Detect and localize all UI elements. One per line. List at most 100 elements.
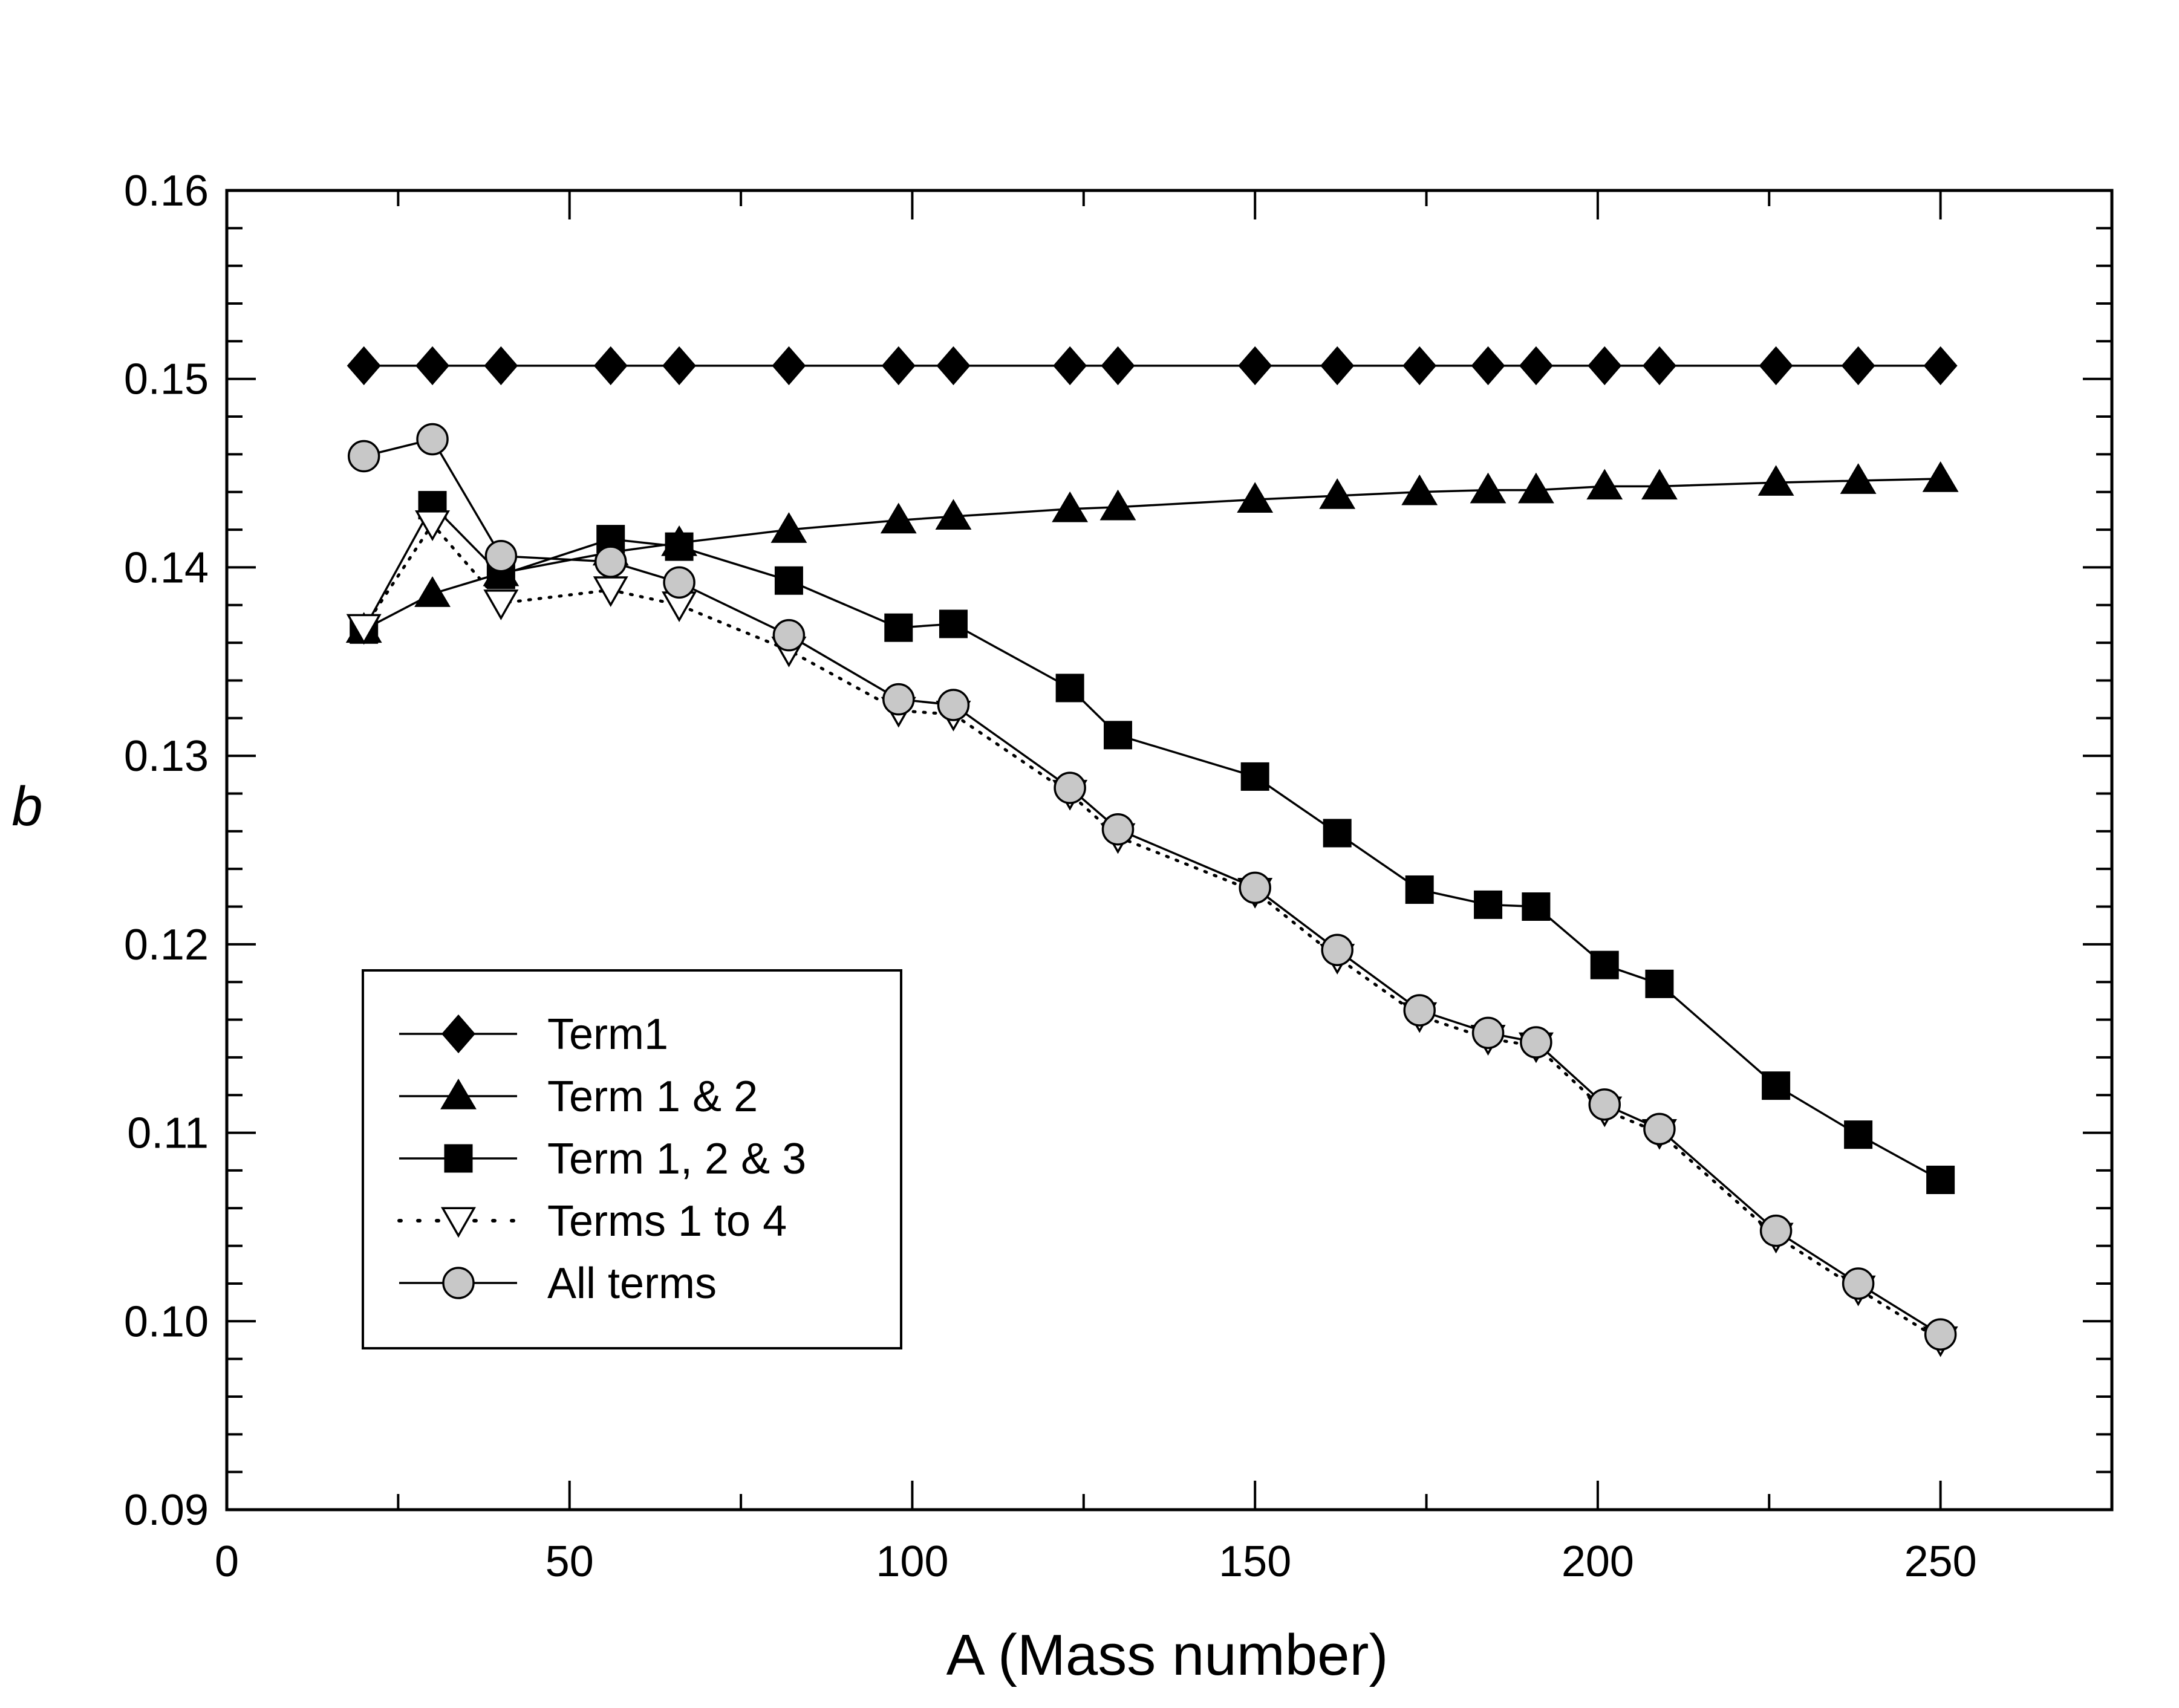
series-point-2 (1319, 478, 1356, 509)
series-point-1 (484, 346, 518, 386)
series-point-5 (882, 683, 915, 716)
series-point-5 (1054, 771, 1086, 804)
legend-label: All terms (547, 1259, 717, 1308)
series-point-1 (772, 346, 806, 386)
series-point-5 (347, 440, 380, 473)
series-point-5 (937, 689, 970, 721)
y-tick-label: 0.11 (127, 1109, 209, 1158)
series-point-2 (1470, 472, 1506, 504)
series-point-2 (935, 499, 972, 530)
y-tick-label: 0.12 (124, 921, 209, 969)
series-point-2 (414, 576, 451, 607)
x-tick-label: 100 (876, 1538, 948, 1586)
y-tick-label: 0.10 (124, 1297, 209, 1346)
x-tick-label: 250 (1904, 1538, 1977, 1586)
series-point-1 (662, 346, 697, 386)
plot-frame (225, 189, 2114, 1512)
series-point-1 (881, 346, 916, 386)
series-point-5 (772, 619, 806, 652)
series-point-2 (1052, 491, 1089, 522)
legend-marker (442, 1267, 475, 1299)
series-point-4 (483, 589, 519, 620)
series-point-3 (1405, 875, 1434, 904)
series-point-3 (1645, 969, 1674, 998)
series-point-1 (1471, 346, 1505, 386)
x-axis-title: A (Mass number) (946, 1623, 1389, 1687)
series-point-2 (1586, 469, 1623, 500)
series-point-1 (1759, 346, 1793, 386)
series-point-3 (1055, 674, 1084, 703)
x-tick-label: 150 (1219, 1538, 1291, 1586)
series-point-5 (1520, 1026, 1552, 1059)
y-tick-label: 0.16 (124, 167, 209, 215)
series-point-4 (346, 614, 382, 645)
series-point-1 (1923, 346, 1958, 386)
legend-label: Terms 1 to 4 (547, 1197, 787, 1245)
series-point-3 (774, 566, 803, 595)
series-point-3 (1590, 950, 1619, 979)
series-point-3 (1762, 1071, 1791, 1100)
series-point-5 (1588, 1088, 1621, 1121)
series-point-5 (1101, 813, 1135, 846)
series-point-3 (1103, 721, 1132, 750)
series-point-5 (1759, 1214, 1793, 1247)
series-point-1 (1841, 346, 1875, 386)
series-point-1 (347, 346, 381, 386)
series-point-3 (1926, 1166, 1955, 1194)
series-point-5 (1643, 1112, 1676, 1146)
series-point-2 (770, 512, 807, 543)
series-point-1 (415, 346, 450, 386)
series-point-1 (1053, 346, 1087, 386)
y-tick-label: 0.13 (124, 732, 209, 781)
series-point-1 (1402, 346, 1437, 386)
series-point-2 (880, 502, 917, 534)
series-point-1 (1588, 346, 1622, 386)
series-point-5 (1842, 1267, 1875, 1300)
series-point-2 (1237, 482, 1274, 513)
legend: Term1 Term 1 & 2 Term 1, 2 & 3 Terms 1 to 4… (362, 969, 902, 1349)
series-point-5 (416, 423, 449, 456)
series-point-5 (1924, 1318, 1957, 1351)
series-point-2 (1099, 489, 1136, 521)
series-point-5 (1471, 1016, 1505, 1050)
legend-marker (441, 1014, 475, 1054)
legend-label: Term1 (547, 1010, 668, 1059)
series-point-5 (1239, 871, 1271, 904)
series-point-1 (593, 346, 628, 386)
series-point-2 (1922, 461, 1959, 492)
x-tick-label: 50 (546, 1538, 594, 1586)
y-tick-label: 0.15 (124, 356, 209, 404)
series-point-5 (663, 566, 695, 599)
legend-marker (444, 1144, 473, 1173)
series-point-4 (415, 510, 451, 541)
series-point-3 (1522, 892, 1551, 921)
x-tick-label: 200 (1562, 1538, 1634, 1586)
legend-label: Term 1, 2 & 3 (547, 1135, 806, 1183)
series-point-5 (594, 545, 627, 578)
series-point-1 (936, 346, 971, 386)
plot-area: 0 50 100 150 200 250 0.09 0.10 0.11 0.12 0.13 0.14 0… (124, 167, 2114, 1586)
series-point-3 (1844, 1120, 1873, 1149)
series-point-2 (1517, 472, 1554, 504)
series-point-2 (1840, 463, 1877, 494)
series-point-3 (939, 609, 968, 638)
y-axis-title: b (11, 776, 42, 837)
y-tick-label: 0.09 (124, 1486, 209, 1534)
series-point-1 (1519, 346, 1553, 386)
series-point-3 (1240, 762, 1269, 791)
y-tick-label: 0.14 (124, 544, 209, 592)
series-point-5 (484, 539, 518, 573)
legend-label: Term 1 & 2 (547, 1073, 758, 1121)
series-point-3 (1323, 819, 1352, 848)
series-point-5 (1321, 934, 1353, 966)
series-point-5 (1403, 994, 1436, 1027)
series-point-3 (1474, 890, 1503, 919)
legend-marker (440, 1207, 477, 1238)
series-point-2 (1641, 469, 1678, 500)
series-point-2 (1757, 465, 1794, 496)
legend-marker (440, 1079, 477, 1109)
series-point-2 (1401, 474, 1438, 505)
